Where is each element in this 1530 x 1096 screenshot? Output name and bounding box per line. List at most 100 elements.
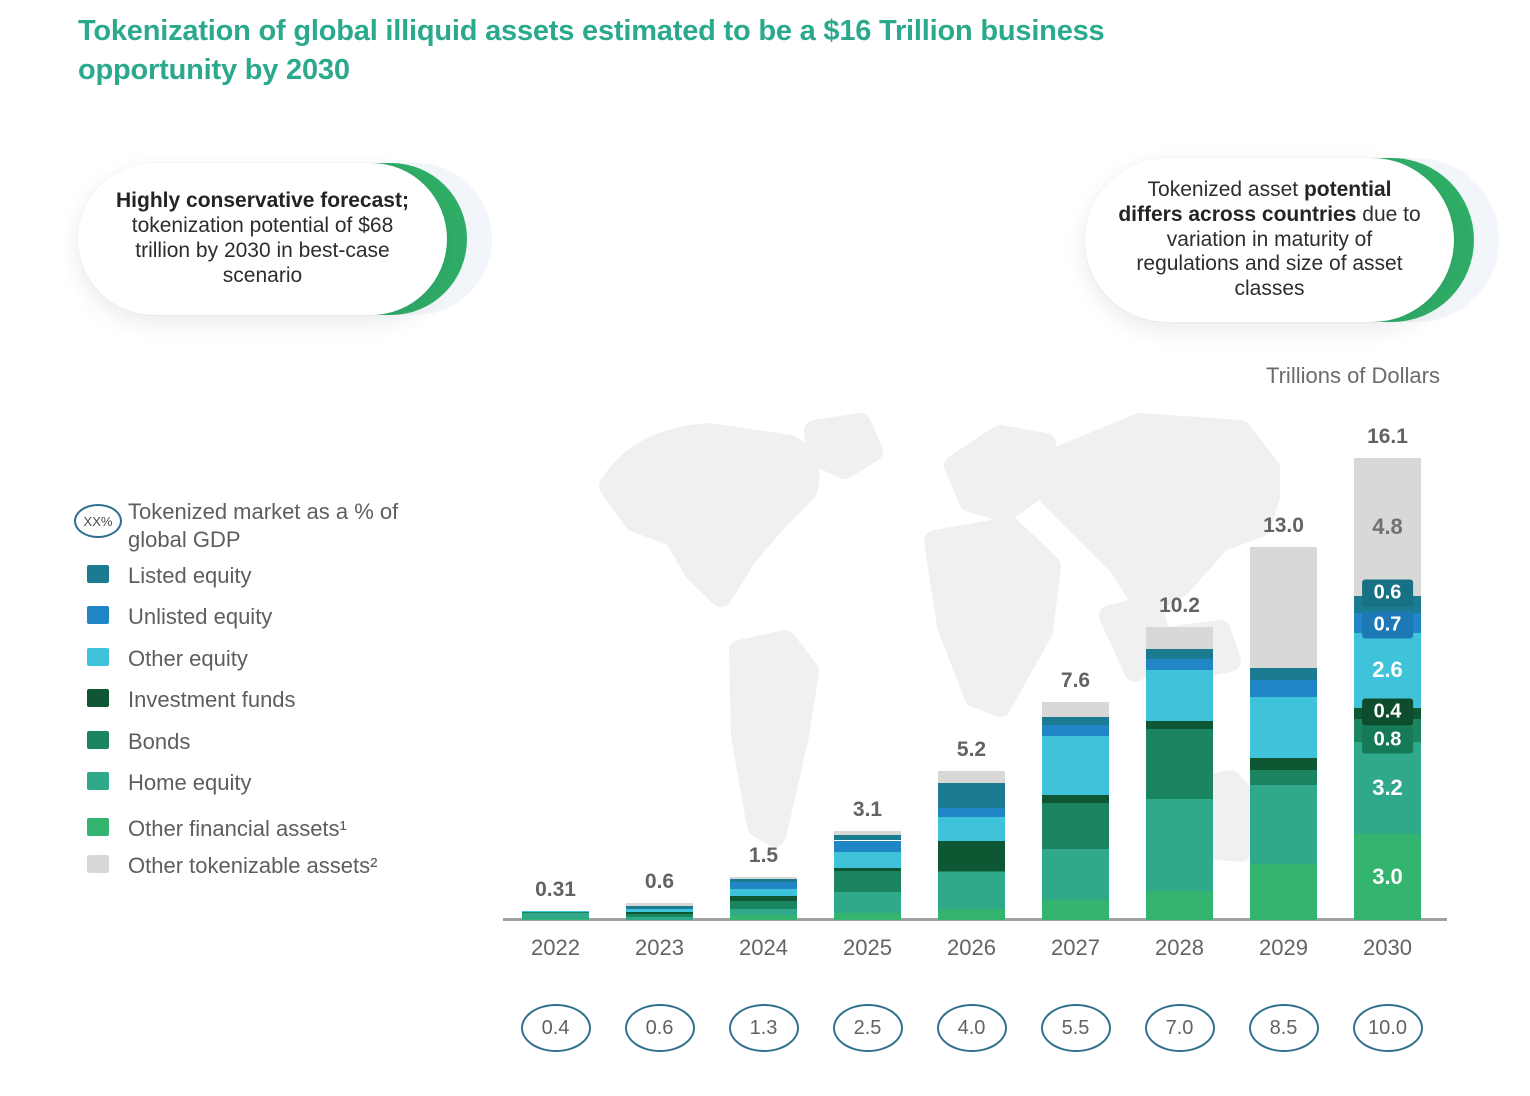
x-axis-year-label: 2026: [947, 935, 996, 960]
bar-2025-other-financial-assets: [834, 913, 901, 920]
legend-swatch-other-tokenizable-assets: [87, 855, 109, 873]
legend-label: Investment funds: [128, 687, 296, 712]
bar-2024-other-equity: [730, 889, 797, 897]
bar-2028-listed-equity: [1146, 649, 1213, 660]
legend-label: Home equity: [128, 770, 252, 795]
bar-2026-other-tokenizable-assets: [938, 770, 1005, 783]
bar-total-label: 0.31: [535, 878, 576, 902]
bar-total-label: 3.1: [852, 798, 883, 822]
bar-2025-other-equity: [834, 852, 901, 869]
x-axis-year-label: 2030: [1363, 935, 1412, 960]
callout-left-text: Highly conservative forecast; tokenizati…: [116, 189, 409, 287]
legend-item: Other equity: [87, 646, 447, 671]
gdp-percent-oval: 2.5: [832, 1004, 903, 1052]
bar-total-label: 0.6: [644, 869, 675, 893]
x-axis-year-label: 2029: [1259, 935, 1308, 960]
gdp-percent-marker-label: Tokenized market as a % of global GDP: [128, 499, 399, 552]
legend-item: Listed equity: [87, 563, 447, 588]
bar-2028-other-equity: [1146, 669, 1213, 722]
bar-2027-listed-equity: [1042, 716, 1109, 726]
legend-item: Other financial assets¹: [87, 816, 447, 841]
bar-2027-other-financial-assets: [1042, 900, 1109, 920]
bar-2024-unlisted-equity: [730, 881, 797, 890]
gdp-percent-oval: 5.5: [1040, 1004, 1111, 1052]
page-title: Tokenization of global illiquid assets e…: [78, 15, 1105, 86]
bar-2027-bonds: [1042, 802, 1109, 850]
bar-2022-bonds: [522, 911, 589, 913]
legend-label: Other tokenizable assets²: [128, 853, 378, 878]
legend-item: Bonds: [87, 729, 447, 754]
bar-2025-home-equity: [834, 892, 901, 914]
x-axis-year-label: 2028: [1155, 935, 1204, 960]
bar-2023-listed-equity: [626, 905, 693, 909]
bar-2029-other-tokenizable-assets: [1250, 546, 1317, 668]
legend-item: Investment funds: [87, 687, 447, 712]
bar-2026-investment-funds: [938, 841, 1005, 871]
legend-swatch-other-financial-assets: [87, 818, 109, 836]
bar-total-label: 16.1: [1367, 424, 1408, 448]
bar-2028-other-tokenizable-assets: [1146, 627, 1213, 650]
gdp-percent-oval: 0.4: [520, 1004, 591, 1052]
bar-2025-listed-equity: [834, 835, 901, 841]
gdp-percent-oval: 0.6: [624, 1004, 695, 1052]
bar-2030-other-tokenizable-assets: [1354, 457, 1421, 596]
legend-label: Other financial assets¹: [128, 816, 347, 841]
x-axis-year-label: 2027: [1051, 935, 1100, 960]
legend-label: Unlisted equity: [128, 604, 273, 629]
gdp-percent-oval: 4.0: [936, 1004, 1007, 1052]
gdp-percent-oval: 8.5: [1248, 1004, 1319, 1052]
segment-value-label: 4.8: [1372, 513, 1403, 539]
bar-2029-investment-funds: [1250, 757, 1317, 770]
legend-item: Home equity: [87, 770, 447, 795]
bar-2029-unlisted-equity: [1250, 679, 1317, 697]
bar-2026-home-equity: [938, 872, 1005, 909]
gdp-percent-oval: 10.0: [1352, 1004, 1423, 1052]
bar-2028-bonds: [1146, 728, 1213, 799]
bar-2022-home-equity: [522, 912, 589, 920]
gdp-percent-marker-icon: XX%: [74, 504, 122, 538]
bar-2024-listed-equity: [730, 879, 797, 882]
world-map-background: [599, 413, 1280, 862]
x-axis-year-label: 2023: [635, 935, 684, 960]
bar-2027-other-equity: [1042, 736, 1109, 796]
callout-right-text: Tokenized asset potential differs across…: [1118, 178, 1421, 301]
bar-2027-unlisted-equity: [1042, 725, 1109, 737]
bar-2030-other-financial-assets: [1354, 833, 1421, 920]
segment-value-label: 2.6: [1372, 657, 1403, 683]
bar-total-label: 7.6: [1060, 668, 1091, 692]
legend-swatch-other-equity: [87, 648, 109, 666]
legend-label: Listed equity: [128, 563, 252, 588]
bar-2028-other-financial-assets: [1146, 890, 1213, 920]
legend-swatch-listed-equity: [87, 565, 109, 583]
callout-left-body: Highly conservative forecast; tokenizati…: [78, 163, 447, 315]
legend-swatch-bonds: [87, 731, 109, 749]
x-axis-year-label: 2024: [739, 935, 788, 960]
legend-swatch-home-equity: [87, 772, 109, 790]
bar-2023-home-equity: [626, 916, 693, 920]
bar-2023-investment-funds: [626, 911, 693, 914]
bar-2024-other-financial-assets: [730, 914, 797, 920]
bar-2028-home-equity: [1146, 798, 1213, 891]
legend-swatch-investment-funds: [87, 689, 109, 707]
legend-label: Other equity: [128, 646, 248, 671]
axis-unit-label: Trillions of Dollars: [1265, 363, 1440, 388]
bar-2027-investment-funds: [1042, 795, 1109, 803]
bar-2025-other-tokenizable-assets: [834, 831, 901, 836]
bar-2026-other-financial-assets: [938, 908, 1005, 920]
legend-label: Bonds: [128, 729, 191, 754]
bar-2024-other-tokenizable-assets: [730, 876, 797, 880]
segment-value-chip-investment-funds: 0.4: [1361, 698, 1414, 726]
callout-right: Tokenized asset potential differs across…: [1085, 158, 1499, 322]
segment-value-chip-listed-equity: 0.6: [1361, 579, 1414, 607]
bar-2029-other-financial-assets: [1250, 863, 1317, 920]
bar-2024-home-equity: [730, 909, 797, 915]
bar-2030-other-equity: [1354, 633, 1421, 708]
callout-right-body: Tokenized asset potential differs across…: [1085, 158, 1454, 322]
legend-item: Unlisted equity: [87, 604, 447, 629]
bar-2029-bonds: [1250, 769, 1317, 785]
bar-total-label: 1.5: [748, 843, 779, 867]
segment-value-chip-unlisted-equity: 0.7: [1361, 611, 1414, 639]
bar-2030-home-equity: [1354, 742, 1421, 834]
bar-2028-unlisted-equity: [1146, 659, 1213, 670]
